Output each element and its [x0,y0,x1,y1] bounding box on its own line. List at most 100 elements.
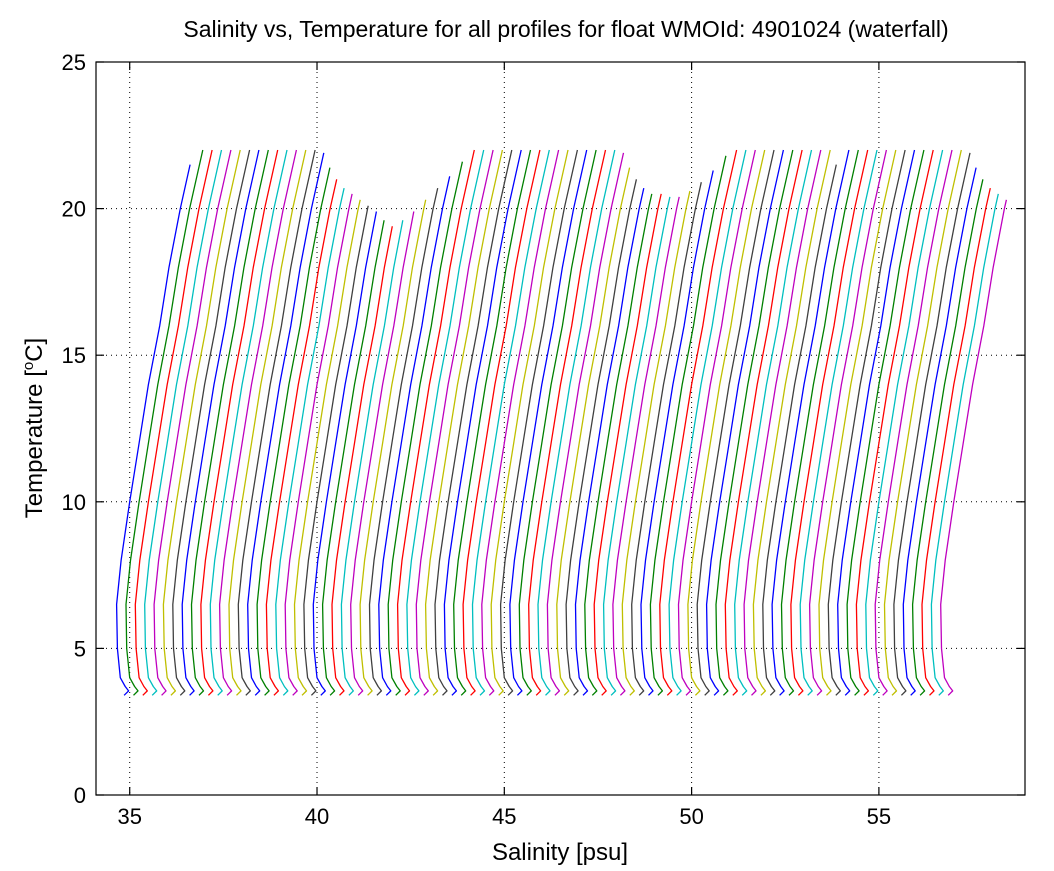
profile-line [453,149,532,696]
profile-line [115,164,191,696]
profile-line [565,179,638,696]
y-tick-label: 25 [62,50,86,75]
x-tick-label: 40 [305,804,329,829]
profile-line [649,155,727,696]
profile-line [752,149,831,696]
profile-line [705,149,785,696]
x-tick-label: 55 [867,804,891,829]
profile-line [228,149,307,696]
profile-line [668,149,747,696]
x-axis-label: Salinity [psu] [492,839,628,866]
profile-line [677,149,756,696]
profile-line [471,149,550,696]
profile-line [284,193,353,696]
profile-line [837,149,916,696]
profile-line [846,149,925,696]
profile-line [340,220,404,696]
profile-line [799,149,878,696]
y-axis-label: Temperature [oC] [20,338,48,518]
profile-line [528,149,607,696]
profile-line [396,149,475,696]
profile-line [771,149,850,696]
profile-line [743,149,822,696]
y-axis-label-main: Temperature [ [21,370,48,518]
profile-line [855,149,934,696]
profile-line [125,149,204,696]
profile-line [490,149,569,696]
profile-line [368,187,439,696]
profile-line [612,196,680,696]
profile-line [415,149,494,696]
profile-line [378,176,451,696]
profile-line [602,196,671,696]
profile-line [865,149,944,696]
profile-line [574,187,645,696]
profile-line [808,149,888,696]
profile-line [172,149,251,696]
profile-line [434,149,513,696]
profile-line [921,187,991,696]
profile-line [874,149,953,696]
profile-line [162,149,241,696]
profile-line [780,149,859,696]
profile-line [715,149,794,696]
plot-area-frame [95,61,1026,796]
profile-line [687,149,766,696]
profile-line [546,152,625,696]
profile-line [181,149,260,696]
profile-line [462,149,541,696]
profile-line [218,149,298,696]
profile-line [593,193,662,696]
axis-ticks: 35 40 45 50 55 0 5 10 15 20 25 [62,50,1025,829]
profile-line [144,149,223,696]
profile-line [640,170,714,696]
profile-line [790,149,869,696]
profile-line [537,149,616,696]
profile-line [621,190,691,696]
profile-line [631,182,702,696]
profile-line [275,187,345,696]
profile-line [481,149,560,696]
profile-line [893,152,971,696]
profile-line [911,179,984,696]
profile-line [153,149,232,696]
profile-line [387,161,464,696]
profile-line [827,149,906,696]
profile-line [724,149,803,696]
profile-line [883,149,962,696]
profile-line [303,205,369,696]
profile-line [696,149,775,696]
profile-line [134,149,213,696]
profile-line [930,193,999,696]
profile-line [818,149,897,696]
profile-line [312,211,378,696]
profile-line [200,149,279,696]
profile-line [321,220,385,696]
profile-line [406,149,485,696]
profile-line [499,149,579,696]
profile-line [734,149,813,696]
profile-line [293,199,361,696]
profile-line [762,164,837,696]
y-tick-label: 15 [62,343,86,368]
profile-line [443,149,522,696]
y-tick-label: 10 [62,490,86,515]
profile-line [509,149,588,696]
profile-line [209,149,288,696]
y-axis-label-unit: C] [21,338,48,362]
x-tick-label: 50 [679,804,703,829]
profile-line [659,149,738,696]
profile-series-group [115,149,1008,696]
chart-title: Salinity vs, Temperature for all profile… [183,16,948,42]
profile-line [331,226,393,696]
profile-line [256,167,331,696]
y-tick-label: 0 [74,783,86,808]
profile-line [424,149,504,696]
profile-line [518,149,597,696]
profile-line [237,149,316,696]
profile-line [190,149,269,696]
profile-line [350,211,415,696]
profile-line [247,152,325,696]
y-tick-label: 20 [62,197,86,222]
